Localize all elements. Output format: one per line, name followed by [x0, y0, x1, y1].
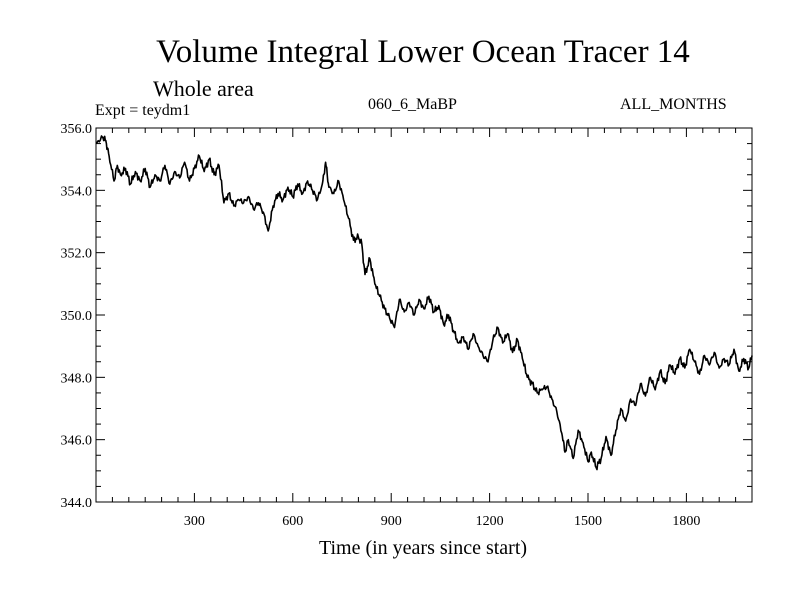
- y-tick-label: 354.0: [61, 184, 93, 199]
- x-tick-label: 1800: [672, 514, 700, 529]
- season-label: ALL_MONTHS: [620, 96, 727, 113]
- chart-subtitle: Whole area: [153, 76, 254, 101]
- plot-frame: [95, 127, 753, 503]
- series-line: [95, 135, 753, 471]
- y-tick-label: 350.0: [61, 309, 93, 324]
- chart-title: Volume Integral Lower Ocean Tracer 14: [156, 34, 690, 70]
- x-tick-label: 1200: [476, 514, 504, 529]
- tick-labels: 300 600 900 1200 1500 1800 344.0 346.0 348.0 350.…: [61, 122, 701, 529]
- x-tick-label: 1500: [574, 514, 602, 529]
- y-tick-label: 348.0: [61, 371, 93, 386]
- run-label: 060_6_MaBP: [368, 96, 457, 113]
- y-tick-label: 346.0: [61, 434, 93, 449]
- axis-ticks: [96, 128, 752, 502]
- x-axis-label: Time (in years since start): [318, 537, 528, 559]
- y-tick-label: 356.0: [61, 122, 93, 137]
- y-tick-label: 344.0: [61, 496, 93, 511]
- series-group: [95, 135, 753, 471]
- y-tick-label: 352.0: [61, 247, 93, 262]
- x-tick-label: 300: [184, 514, 205, 529]
- experiment-label: Expt = teydm1: [95, 102, 191, 119]
- x-tick-label: 900: [381, 514, 402, 529]
- x-tick-label: 600: [282, 514, 303, 529]
